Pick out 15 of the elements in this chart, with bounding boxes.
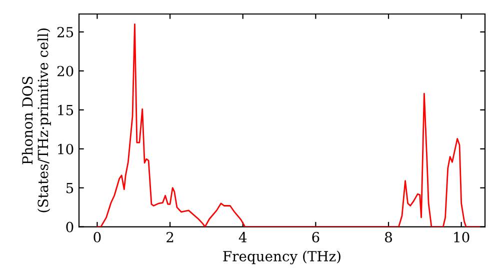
y-tick-label: 5: [66, 182, 74, 194]
y-tick-label: 15: [58, 104, 74, 116]
y-axis-title: Phonon DOS (States/THz·primitive cell): [22, 28, 51, 212]
x-tick-label: 8: [385, 232, 392, 242]
x-tick-label: 2: [166, 232, 174, 242]
y-tick-label: 10: [58, 144, 74, 154]
x-tick-label: 10: [454, 232, 470, 242]
x-axis-title: Frequency (THz): [223, 250, 340, 264]
x-tick-label: 4: [238, 232, 247, 242]
x-tick-label: 0: [94, 232, 101, 242]
y-tick-label: 20: [57, 66, 74, 76]
y-tick-label: 25: [57, 26, 74, 38]
line-series: [96, 23, 480, 227]
y-tick-label: 0: [66, 222, 74, 232]
x-tick-label: 6: [312, 232, 320, 242]
